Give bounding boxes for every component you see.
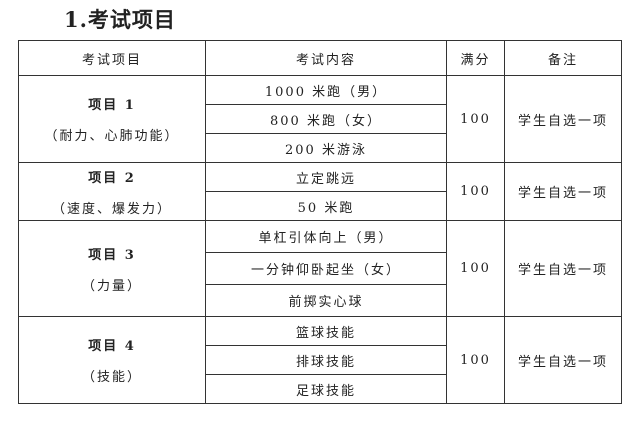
table-row: 项目 2 （速度、爆发力） 立定跳远 100 学生自选一项 — [18, 162, 622, 221]
table-row: 一分钟仰卧起坐（女） — [19, 252, 622, 285]
content-cell: 50 米跑 — [205, 191, 447, 221]
content-cell: 立定跳远 — [205, 162, 447, 192]
project-cell: 项目 1 （耐力、心肺功能） — [18, 75, 206, 163]
note-cell: 学生自选一项 — [504, 316, 622, 404]
score-cell: 100 — [446, 75, 505, 163]
table-row: 足球技能 — [19, 374, 622, 404]
content-cell: 篮球技能 — [205, 316, 447, 346]
table-row: 前掷实心球 — [19, 284, 622, 317]
content-cell: 足球技能 — [205, 374, 447, 404]
table-row: 项目 3 （力量） 单杠引体向上（男） 100 学生自选一项 — [18, 220, 622, 317]
project-description: （技能） — [81, 370, 142, 385]
section-title: 1.考试项目 — [64, 7, 176, 32]
header-row: 考试项目 考试内容 满分 备注 — [18, 40, 622, 76]
table-row: 项目 1 （耐力、心肺功能） 1000 米跑（男） 100 学生自选一项 — [18, 75, 622, 163]
table-row: 项目 4 （技能） 篮球技能 100 学生自选一项 — [18, 316, 622, 404]
project-cell: 项目 2 （速度、爆发力） — [18, 162, 206, 221]
header-project: 考试项目 — [18, 40, 206, 76]
project-cell: 项目 3 （力量） — [18, 220, 206, 317]
score-cell: 100 — [446, 162, 505, 221]
header-note: 备注 — [504, 40, 622, 76]
project-name: 项目 2 — [88, 170, 136, 186]
note-cell: 学生自选一项 — [504, 162, 622, 221]
content-cell: 前掷实心球 — [205, 284, 447, 317]
note-cell: 学生自选一项 — [504, 75, 622, 163]
table-row: 200 米游泳 — [19, 133, 622, 163]
score-cell: 100 — [446, 316, 505, 404]
note-cell: 学生自选一项 — [504, 220, 622, 317]
content-cell: 单杠引体向上（男） — [205, 220, 447, 253]
header-content: 考试内容 — [205, 40, 447, 76]
exam-table: 考试项目 考试内容 满分 备注 项目 1 （耐力、心肺功能） 1000 米跑（男） 1… — [18, 40, 622, 404]
table-row: 800 米跑（女） — [19, 104, 622, 134]
project-description: （耐力、心肺功能） — [44, 129, 180, 144]
content-cell: 200 米游泳 — [205, 133, 447, 163]
table-row: 排球技能 — [19, 345, 622, 375]
header-score: 满分 — [446, 40, 505, 76]
project-name: 项目 3 — [88, 247, 136, 263]
project-cell: 项目 4 （技能） — [18, 316, 206, 404]
score-cell: 100 — [446, 220, 505, 317]
content-cell: 800 米跑（女） — [205, 104, 447, 134]
project-description: （力量） — [81, 278, 142, 294]
content-cell: 排球技能 — [205, 345, 447, 375]
content-cell: 1000 米跑（男） — [205, 75, 447, 105]
project-name: 项目 4 — [88, 339, 136, 354]
project-name: 项目 1 — [88, 98, 136, 113]
content-cell: 一分钟仰卧起坐（女） — [205, 252, 447, 285]
project-description: （速度、爆发力） — [51, 201, 172, 217]
